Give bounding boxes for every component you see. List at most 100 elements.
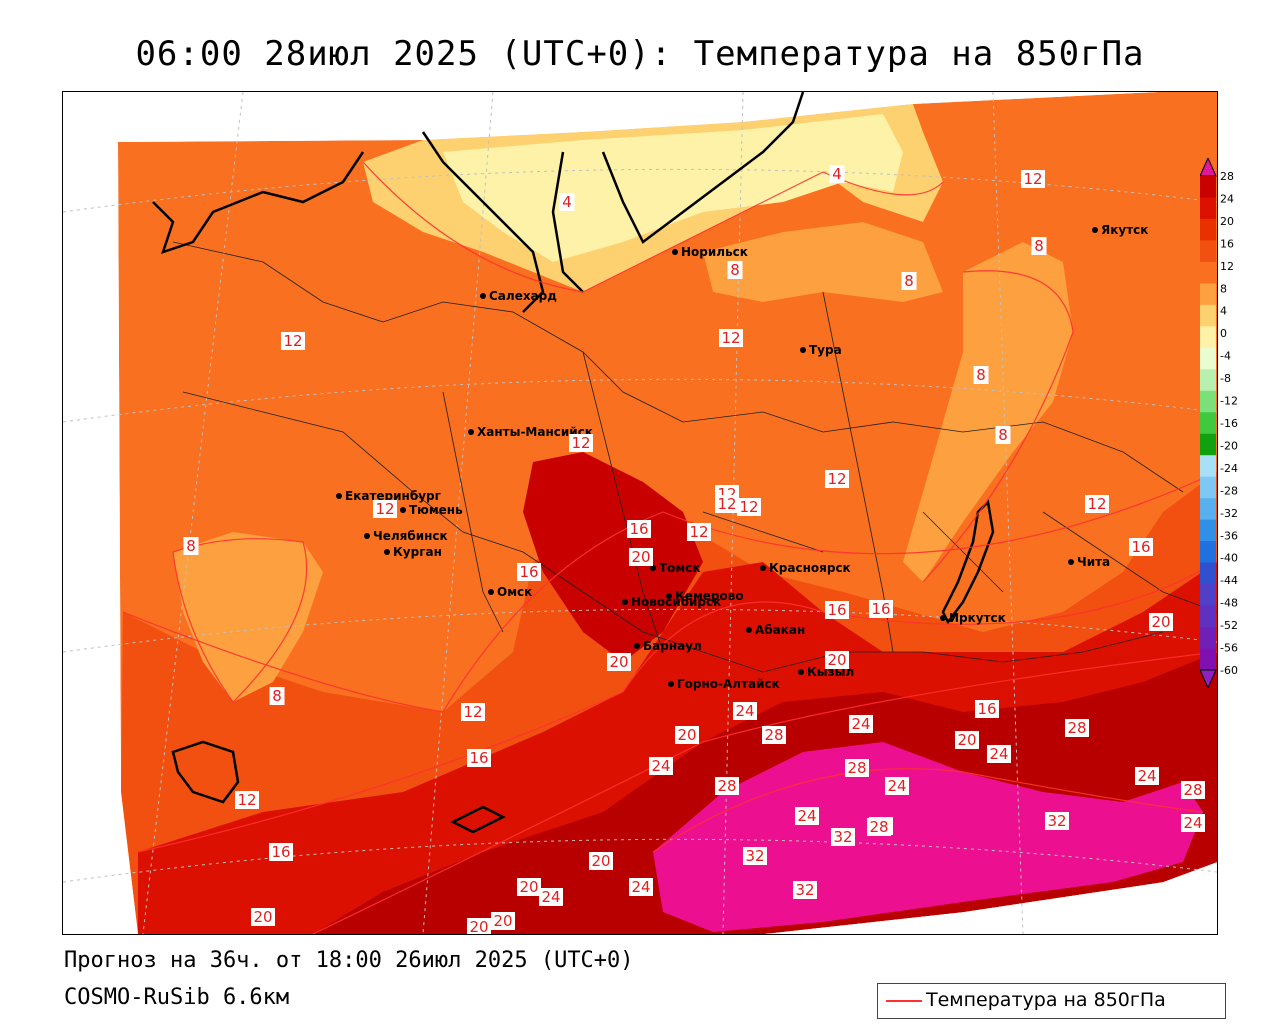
svg-text:12: 12	[463, 703, 482, 721]
svg-text:12: 12	[717, 495, 736, 513]
svg-text:20: 20	[519, 878, 538, 896]
city-dot	[634, 643, 640, 649]
colorbar-tick-label: 16	[1220, 237, 1234, 250]
colorbar-tick-label: 24	[1220, 192, 1234, 205]
isotherm-label: 24	[885, 777, 909, 795]
svg-text:24: 24	[541, 888, 560, 906]
colorbar-segment	[1200, 433, 1216, 456]
isotherm-label: 20	[517, 878, 541, 896]
svg-text:12: 12	[827, 470, 846, 488]
svg-text:16: 16	[271, 843, 290, 861]
svg-text:24: 24	[989, 745, 1008, 763]
isotherm-label: 16	[627, 520, 651, 538]
svg-text:16: 16	[1131, 538, 1150, 556]
city-dot	[488, 589, 494, 595]
city-dot	[1092, 227, 1098, 233]
isotherm-label: 20	[629, 548, 653, 566]
city-label: Курган	[393, 545, 442, 559]
svg-text:20: 20	[493, 912, 512, 930]
isotherm-label: 8	[1031, 237, 1047, 255]
isotherm-label: 20	[251, 908, 275, 926]
svg-text:4: 4	[832, 165, 842, 183]
city-label: Абакан	[755, 623, 805, 637]
city-label: Ханты-Мансийск	[477, 425, 593, 439]
isotherm-label: 12	[687, 523, 711, 541]
colorbar-segment	[1200, 218, 1216, 241]
isotherm-label: 32	[743, 847, 767, 865]
isotherm-label: 24	[539, 888, 563, 906]
legend: Температура на 850гПа	[877, 983, 1226, 1019]
isotherm-label: 16	[467, 749, 491, 767]
colorbar-segment	[1200, 326, 1216, 349]
city-label: Тюмень	[409, 503, 463, 517]
city-dot	[336, 493, 342, 499]
colorbar-tick-label: -4	[1220, 350, 1231, 363]
city-label: Барнаул	[643, 639, 702, 653]
city-label: Екатеринбург	[345, 489, 441, 503]
colorbar-tick-label: -52	[1220, 619, 1238, 632]
svg-text:32: 32	[745, 847, 764, 865]
isotherm-label: 8	[973, 366, 989, 384]
colorbar-segment	[1200, 369, 1216, 392]
svg-text:8: 8	[904, 272, 914, 290]
coastlines	[152, 92, 995, 834]
colorbar-tick-label: -32	[1220, 507, 1238, 520]
city-label: Челябинск	[373, 529, 448, 543]
legend-line-swatch	[886, 1000, 922, 1002]
forecast-info: Прогноз на 36ч. от 18:00 26июл 2025 (UTC…	[64, 948, 634, 973]
city-dot	[800, 347, 806, 353]
colorbar-top-arrow	[1200, 158, 1217, 177]
svg-text:24: 24	[851, 715, 870, 733]
city-label: Кемерово	[675, 589, 744, 603]
city-label: Салехард	[489, 289, 557, 303]
city-dot	[798, 669, 804, 675]
isotherm-label: 16	[1129, 538, 1153, 556]
svg-text:24: 24	[631, 878, 650, 896]
svg-text:8: 8	[998, 426, 1008, 444]
isotherm-label: 16	[869, 600, 893, 618]
svg-text:24: 24	[1183, 814, 1202, 832]
isotherm-label: 12	[719, 329, 743, 347]
isotherm-label: 24	[795, 807, 819, 825]
isotherm-label: 24	[1181, 814, 1205, 832]
svg-text:16: 16	[871, 600, 890, 618]
colorbar-tick-label: 28	[1220, 170, 1234, 183]
city-dot	[746, 627, 752, 633]
colorbar-tick-label: -24	[1220, 462, 1238, 475]
map-title: 06:00 28июл 2025 (UTC+0): Температура на…	[135, 34, 1145, 74]
svg-text:28: 28	[1067, 719, 1086, 737]
svg-text:20: 20	[591, 852, 610, 870]
colorbar-tick-label: -48	[1220, 597, 1238, 610]
isotherm-label: 8	[183, 537, 199, 555]
colorbar-segment	[1200, 519, 1216, 542]
svg-text:16: 16	[629, 520, 648, 538]
colorbar-tick-label: -12	[1220, 395, 1238, 408]
colorbar-tick-label: 20	[1220, 215, 1234, 228]
isotherm-label: 20	[1149, 613, 1173, 631]
colorbar-tick-label: -44	[1220, 574, 1238, 587]
city-label: Норильск	[681, 245, 748, 259]
colorbar-segment	[1200, 412, 1216, 435]
svg-text:20: 20	[677, 726, 696, 744]
svg-text:8: 8	[730, 261, 740, 279]
city-label: Иркутск	[949, 611, 1006, 625]
colorbar-tick-label: -16	[1220, 417, 1238, 430]
isotherm-label: 32	[831, 828, 855, 846]
colorbar-tick-label: -36	[1220, 529, 1238, 542]
isotherm-label: 4	[559, 193, 575, 211]
svg-text:16: 16	[469, 749, 488, 767]
city-dot	[666, 593, 672, 599]
svg-text:32: 32	[833, 828, 852, 846]
isotherm-label: 32	[1045, 812, 1069, 830]
colorbar-segment	[1200, 498, 1216, 521]
isotherm-label: 16	[269, 843, 293, 861]
isotherm-label: 20	[607, 653, 631, 671]
svg-text:16: 16	[977, 700, 996, 718]
svg-text:12: 12	[1023, 170, 1042, 188]
colorbar-segment	[1200, 197, 1216, 220]
city-dot	[364, 533, 370, 539]
colorbar-segment	[1200, 648, 1216, 671]
svg-text:20: 20	[609, 653, 628, 671]
isotherm-label: 12	[281, 332, 305, 350]
temperature-map[interactable]: Норильск Якутск Салехард Тура Ханты-Мансийск…	[62, 91, 1218, 935]
